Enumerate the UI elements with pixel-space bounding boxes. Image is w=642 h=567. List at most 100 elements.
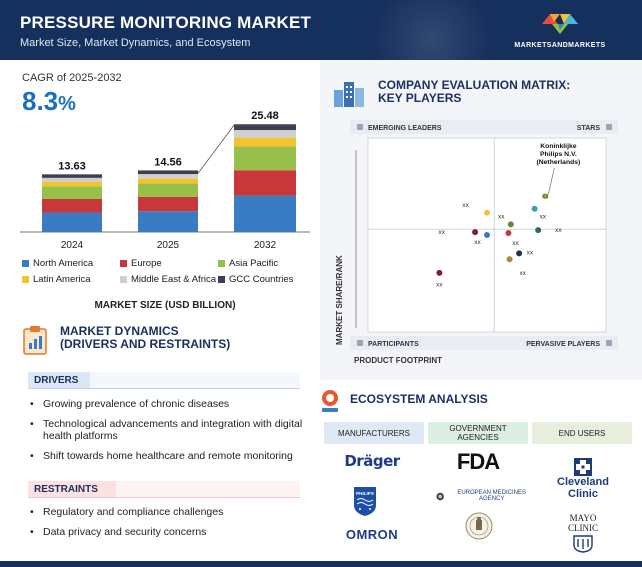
matrix-x-axis-label: PRODUCT FOOTPRINT (354, 356, 442, 365)
quadrant-label-participants: PARTICIPANTS (368, 341, 419, 348)
logo-text: MARKETSANDMARKETS (514, 42, 606, 49)
legend-label: Middle East & Africa (131, 274, 217, 285)
mayo-clinic-logo: MAYO CLINIC (568, 513, 598, 533)
company-marker (531, 205, 538, 212)
company-marker (542, 193, 549, 200)
company-marker (484, 232, 490, 238)
bar-segment (234, 130, 296, 138)
legend-label: Latin America (33, 274, 91, 285)
matrix-y-axis-label: MARKET SHARE/RANK (335, 255, 344, 345)
bar-segment (234, 170, 296, 196)
drivers-list: Growing prevalence of chronic diseases T… (30, 398, 310, 470)
bar-segment (234, 124, 296, 131)
ecosystem-icon (322, 390, 338, 412)
cleveland-clinic-emblem-icon (574, 458, 592, 476)
page-title: PRESSURE MONITORING MARKET (20, 13, 312, 32)
company-marker (516, 250, 523, 257)
company-label: xx (527, 249, 534, 256)
legend-label: North America (33, 258, 94, 269)
driver-item: Shift towards home healthcare and remote… (30, 450, 310, 462)
buildings-icon (334, 82, 364, 107)
cagr-value: 8.3% (22, 86, 76, 117)
cagr-unit: % (58, 93, 76, 115)
driver-item: Technological advancements and integrati… (30, 418, 310, 442)
quadrant-label-pervasive-players: PERVASIVE PLAYERS (526, 341, 600, 348)
clipboard-chart-icon (23, 326, 47, 355)
ecosystem-column-end-users: END USERS (532, 422, 632, 444)
bar-total-label: 13.63 (58, 160, 86, 172)
highlight-company-label: Philips N.V. (540, 151, 577, 158)
company-label: xx (439, 229, 446, 236)
company-label: xx (462, 202, 469, 209)
matrix-top-band (350, 120, 618, 134)
x-tick-label: 2024 (61, 240, 84, 251)
page-subtitle: Market Size, Market Dynamics, and Ecosys… (20, 37, 251, 49)
logo-mark-icon (542, 14, 578, 34)
company-label: xx (512, 240, 519, 247)
philips-logo: PHILIPS (354, 487, 376, 516)
bar-segment (138, 211, 198, 232)
quadrant-label-emerging-leaders: EMERGING LEADERS (368, 125, 442, 132)
government-seal-icon (465, 512, 493, 540)
market-dynamics-title-line1: MARKET DYNAMICS (60, 324, 179, 338)
bottom-bar (0, 561, 642, 567)
bar-total-label: 25.48 (251, 110, 279, 122)
quadrant-label-stars: STARS (577, 125, 601, 132)
matrix-bottom-band (350, 336, 618, 350)
legend-item: Middle East & Africa (120, 274, 216, 285)
company-label: xx (540, 214, 547, 221)
bar-segment (234, 146, 296, 171)
bar-segment (234, 137, 296, 147)
quadrant-icon (357, 124, 363, 130)
legend-label: Asia Pacific (229, 258, 279, 269)
company-label: xx (436, 281, 443, 288)
legend-swatch (120, 276, 127, 283)
bar-segment (138, 178, 198, 184)
quadrant-icon (606, 340, 612, 346)
company-marker (472, 229, 479, 236)
legend-item: Latin America (22, 274, 91, 285)
legend-swatch (218, 260, 225, 267)
company-marker (484, 209, 490, 216)
drivers-heading: DRIVERS (28, 372, 300, 389)
company-marker (436, 269, 443, 276)
company-marker (507, 221, 514, 228)
bar-total-label: 14.56 (154, 156, 182, 168)
philips-wordmark: PHILIPS (356, 491, 374, 496)
ecosystem-column-manufacturers: MANUFACTURERS (324, 422, 424, 444)
growth-connector-line (197, 124, 296, 174)
legend-item: Asia Pacific (218, 258, 278, 269)
header-decoration (352, 0, 512, 60)
highlight-company-label: (Netherlands) (536, 159, 580, 166)
legend-swatch (22, 260, 29, 267)
legend-item: North America (22, 258, 93, 269)
restraint-item: Data privacy and security concerns (30, 526, 310, 538)
legend-item: Europe (120, 258, 162, 269)
bar-segment (138, 174, 198, 179)
legend-label: Europe (131, 258, 162, 269)
chart-x-axis-label: MARKET SIZE (USD BILLION) (94, 300, 236, 311)
bar-segment (138, 196, 198, 212)
highlight-company-label: Koninklijke (540, 143, 576, 150)
restraint-item: Regulatory and compliance challenges (30, 506, 310, 518)
legend-swatch (218, 276, 225, 283)
legend-swatch (120, 260, 127, 267)
market-size-bar-chart: 13.63 2024 14.56 2025 25.48 2032 (20, 110, 310, 251)
ema-emblem-icon (436, 492, 444, 500)
fda-logo: FDA (456, 449, 500, 474)
bar-segment (234, 195, 296, 232)
cagr-number: 8.3 (22, 86, 59, 116)
legend-swatch (22, 276, 29, 283)
company-label: xx (542, 193, 549, 200)
restraints-heading: RESTRAINTS (28, 481, 300, 498)
drager-logo: Dräger (344, 452, 400, 470)
company-label: xx (519, 270, 526, 277)
ema-logo: EUROPEAN MEDICINES AGENCY (436, 490, 536, 502)
company-evaluation-matrix: EMERGING LEADERS STARS PARTICIPANTS PERVASI… (350, 120, 618, 350)
x-tick-label: 2032 (254, 240, 277, 251)
bar-segment (42, 181, 102, 187)
matrix-title-line1: COMPANY EVALUATION MATRIX: (378, 78, 571, 92)
ema-name: EUROPEAN MEDICINES AGENCY (457, 490, 527, 502)
bar-segment (42, 199, 102, 213)
quadrant-icon (606, 124, 612, 130)
